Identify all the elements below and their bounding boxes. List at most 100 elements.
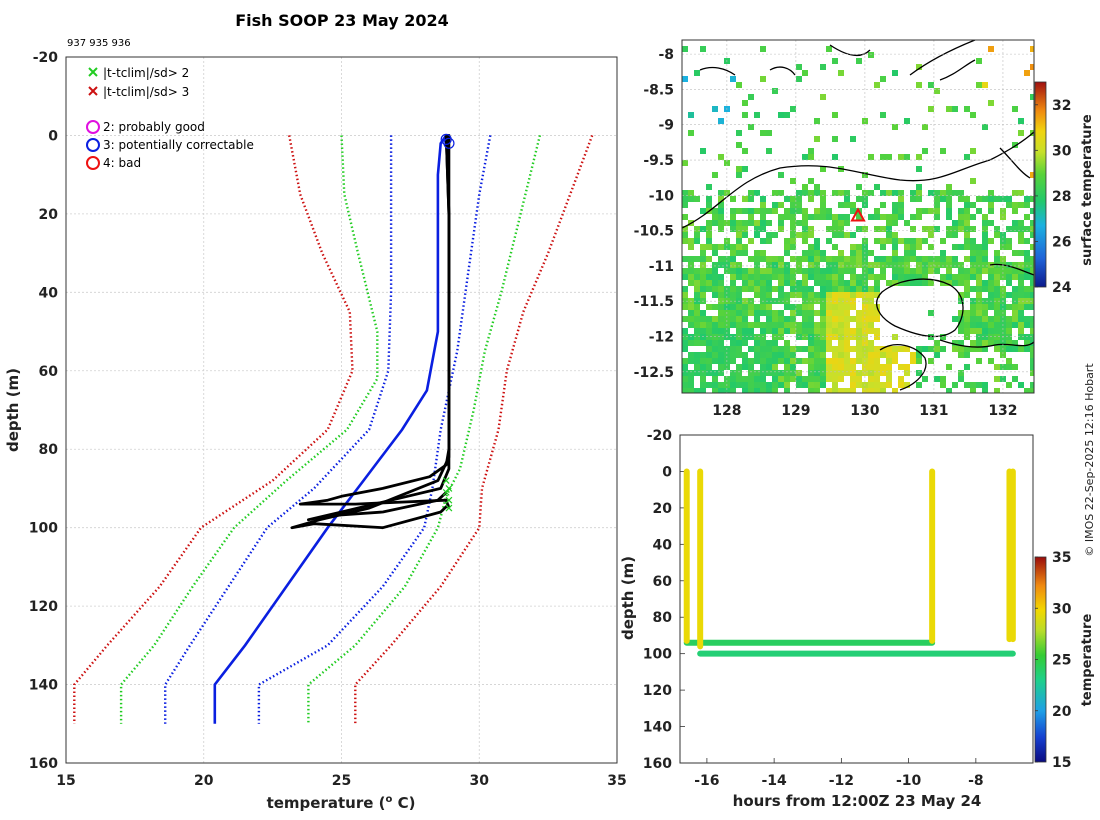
sst-pixel xyxy=(880,202,886,208)
sst-pixel xyxy=(1000,232,1006,238)
sst-pixel xyxy=(754,274,760,280)
sst-pixel xyxy=(982,256,988,262)
sst-pixel xyxy=(730,388,736,393)
sst-colorbar-tick: 28 xyxy=(1052,189,1071,205)
sst-pixel xyxy=(850,304,856,310)
sst-pixel xyxy=(874,274,880,280)
sst-pixel xyxy=(730,316,736,322)
sst-pixel xyxy=(778,358,784,364)
sst-pixel xyxy=(820,346,826,352)
sst-pixel xyxy=(700,358,706,364)
sst-pixel xyxy=(1012,226,1018,232)
sst-pixel xyxy=(820,358,826,364)
sst-pixel xyxy=(886,280,892,286)
sst-pixel xyxy=(766,130,772,136)
profile-y-axis-label: depth (m) xyxy=(4,368,22,452)
sst-pixel xyxy=(688,358,694,364)
sst-pixel xyxy=(688,244,694,250)
sst-pixel xyxy=(886,370,892,376)
temperature-colorbar-tick: 25 xyxy=(1052,653,1071,669)
sst-pixel xyxy=(1018,280,1024,286)
sst-pixel xyxy=(922,256,928,262)
sst-pixel xyxy=(832,316,838,322)
sst-pixel xyxy=(694,274,700,280)
sst-pixel xyxy=(790,178,796,184)
sst-colorbar-tick: 26 xyxy=(1052,234,1071,250)
sst-pixel xyxy=(946,214,952,220)
sst-pixel xyxy=(850,250,856,256)
sst-pixel xyxy=(826,304,832,310)
sst-pixel xyxy=(724,256,730,262)
sst-pixel xyxy=(808,244,814,250)
sst-pixel xyxy=(886,346,892,352)
sst-pixel xyxy=(1030,370,1034,376)
sst-pixel xyxy=(706,316,712,322)
sst-pixel xyxy=(682,202,688,208)
sst-pixel xyxy=(856,244,862,250)
sst-pixel xyxy=(1030,64,1034,70)
climatology-mean-2-sd xyxy=(307,135,542,724)
ts-x-tick: -14 xyxy=(761,773,787,789)
sst-pixel xyxy=(844,280,850,286)
sst-pixel xyxy=(970,250,976,256)
sst-pixel xyxy=(736,244,742,250)
sst-pixel xyxy=(1018,274,1024,280)
sst-pixel xyxy=(1012,208,1018,214)
sst-pixel xyxy=(814,190,820,196)
sst-pixel xyxy=(736,376,742,382)
sst-pixel xyxy=(730,226,736,232)
sst-pixel xyxy=(802,250,808,256)
climatology-mean-3-sd xyxy=(354,134,594,724)
sst-pixel xyxy=(808,196,814,202)
sst-pixel xyxy=(922,226,928,232)
sst-pixel xyxy=(856,370,862,376)
sst-pixel xyxy=(964,280,970,286)
sst-pixel xyxy=(904,382,910,388)
sst-pixel xyxy=(820,64,826,70)
sst-pixel xyxy=(856,292,862,298)
sst-pixel xyxy=(916,352,922,358)
sst-pixel xyxy=(952,226,958,232)
sst-pixel xyxy=(946,256,952,262)
sst-pixel xyxy=(1024,196,1030,202)
sst-pixel xyxy=(760,310,766,316)
sst-pixel xyxy=(904,262,910,268)
sst-pixel xyxy=(832,364,838,370)
sst-pixel xyxy=(952,106,958,112)
sst-pixel xyxy=(718,292,724,298)
sst-pixel xyxy=(754,232,760,238)
sst-pixel xyxy=(898,262,904,268)
profile-y-tick: 0 xyxy=(48,128,58,144)
sst-pixel xyxy=(982,226,988,232)
sst-pixel xyxy=(868,340,874,346)
sst-pixel xyxy=(682,340,688,346)
sst-pixel xyxy=(760,376,766,382)
sst-pixel xyxy=(694,352,700,358)
sst-pixel xyxy=(730,376,736,382)
map-y-tick: -9.5 xyxy=(643,153,674,169)
sst-pixel xyxy=(784,352,790,358)
sst-pixel xyxy=(928,280,934,286)
sst-pixel xyxy=(820,316,826,322)
sst-pixel xyxy=(868,364,874,370)
sst-pixel xyxy=(964,268,970,274)
sst-pixel xyxy=(736,268,742,274)
flag-marker xyxy=(445,496,453,504)
sst-pixel xyxy=(910,244,916,250)
sst-pixel xyxy=(1006,226,1012,232)
sst-pixel xyxy=(988,268,994,274)
sst-pixel xyxy=(700,322,706,328)
sst-pixel xyxy=(748,208,754,214)
sst-pixel xyxy=(748,286,754,292)
sst-pixel xyxy=(694,286,700,292)
sst-pixel xyxy=(814,136,820,142)
sst-pixel xyxy=(982,220,988,226)
sst-pixel xyxy=(850,256,856,262)
sst-pixel xyxy=(790,196,796,202)
sst-pixel xyxy=(796,280,802,286)
sst-pixel xyxy=(898,202,904,208)
profile-y-tick: 20 xyxy=(39,207,59,223)
sst-pixel xyxy=(1030,232,1034,238)
sst-pixel xyxy=(706,226,712,232)
sst-pixel xyxy=(1018,304,1024,310)
